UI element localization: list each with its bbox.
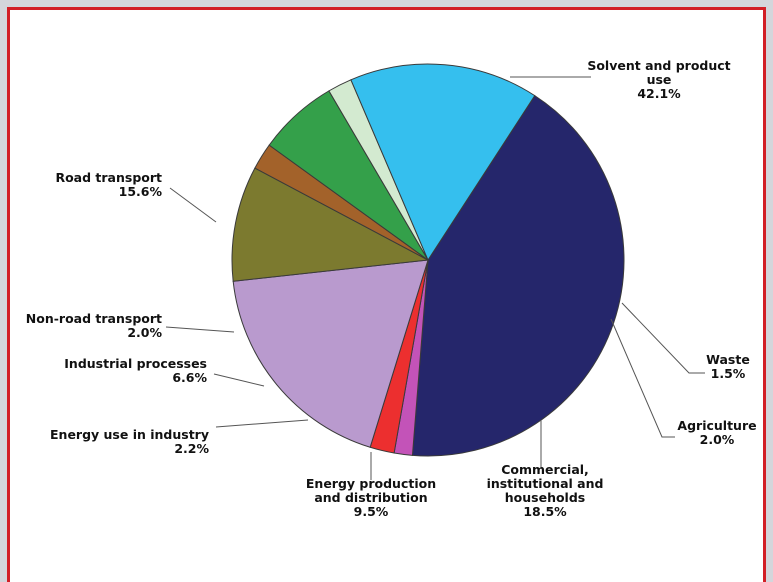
label-solvent-and-product-use: Solvent and product use 42.1% xyxy=(587,58,730,101)
slice-commercial-institutional-and-households xyxy=(232,259,429,448)
label-energy-production-and-distribution: Energy production and distribution 9.5% xyxy=(306,476,436,519)
leader-line-industrial-processes xyxy=(213,373,265,387)
label-commercial-institutional-and-households: Commercial, institutional and households 18… xyxy=(487,462,604,519)
slice-energy-production-and-distribution xyxy=(231,167,430,282)
leader-line-waste xyxy=(621,302,705,374)
value-label-agriculture: 2.0% xyxy=(700,432,735,447)
value-label-industrial-processes: 6.6% xyxy=(172,370,207,385)
chart-frame: Solvent and product use 42.1% Waste 1.5% Agri… xyxy=(7,7,766,582)
label-agriculture: Agriculture 2.0% xyxy=(677,418,756,447)
slice-labels: Solvent and product use 42.1% Waste 1.5% Agri… xyxy=(26,58,757,519)
value-label-non-road-transport: 2.0% xyxy=(127,325,162,340)
label-non-road-transport: Non-road transport 2.0% xyxy=(26,311,163,340)
leader-line-non-road-transport xyxy=(165,326,235,333)
slice-road-transport xyxy=(350,63,536,262)
pie-chart: Solvent and product use 42.1% Waste 1.5% Agri… xyxy=(26,58,757,519)
label-waste: Waste 1.5% xyxy=(706,352,750,381)
value-label-energy-use-in-industry: 2.2% xyxy=(174,441,209,456)
leader-line-energy-use-in-industry xyxy=(215,419,309,428)
value-label-solvent-and-product-use: 42.1% xyxy=(637,86,681,101)
label-industrial-processes: Industrial processes 6.6% xyxy=(64,356,207,385)
leader-line-agriculture xyxy=(610,318,675,438)
leader-line-road-transport xyxy=(169,187,217,223)
value-label-commercial-institutional-and-households: 18.5% xyxy=(523,504,567,519)
pie-slices xyxy=(231,63,625,457)
value-label-road-transport: 15.6% xyxy=(119,184,163,199)
value-label-waste: 1.5% xyxy=(711,366,746,381)
label-energy-use-in-industry: Energy use in industry 2.2% xyxy=(50,427,209,456)
value-label-energy-production-and-distribution: 9.5% xyxy=(354,504,389,519)
slice-solvent-and-product-use xyxy=(411,94,625,457)
label-road-transport: Road transport 15.6% xyxy=(55,170,162,199)
